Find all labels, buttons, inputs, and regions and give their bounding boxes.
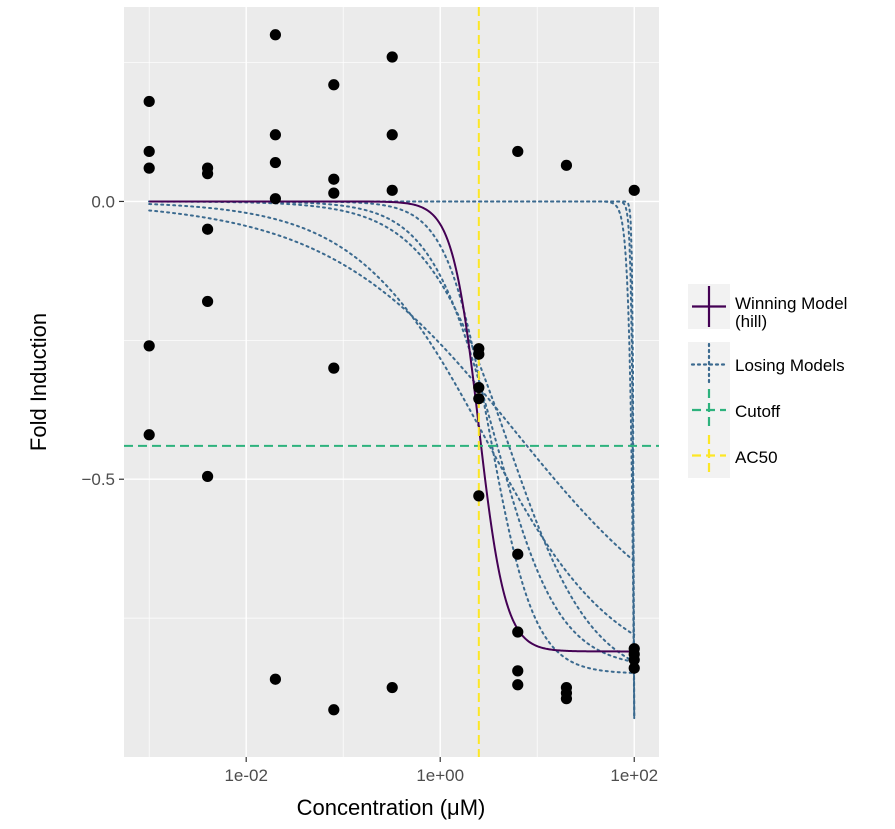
data-point bbox=[473, 381, 485, 394]
data-point bbox=[512, 665, 524, 677]
legend: Winning Model (hill) Losing Models Cutof… bbox=[688, 284, 847, 478]
data-point bbox=[512, 548, 524, 560]
data-point bbox=[328, 187, 340, 199]
data-point bbox=[269, 673, 281, 685]
data-point bbox=[560, 693, 573, 705]
data-point bbox=[386, 51, 398, 63]
legend-label-ac50: AC50 bbox=[735, 448, 778, 467]
data-point bbox=[269, 29, 281, 41]
data-point bbox=[328, 173, 340, 185]
data-point bbox=[143, 162, 155, 174]
x-tick-label: 1e+00 bbox=[416, 766, 464, 785]
legend-label-cutoff: Cutoff bbox=[735, 402, 780, 421]
data-point bbox=[269, 129, 281, 141]
y-axis: 0.0 −0.5 bbox=[81, 192, 124, 489]
winning-model-curve bbox=[149, 200, 635, 653]
data-point bbox=[328, 79, 340, 91]
data-point bbox=[628, 654, 640, 666]
data-points bbox=[143, 29, 640, 716]
data-point bbox=[269, 193, 281, 205]
data-point bbox=[143, 429, 155, 441]
legend-label-winning-sub: (hill) bbox=[735, 312, 767, 331]
y-tick-label: 0.0 bbox=[91, 192, 115, 211]
y-axis-title: Fold Induction bbox=[26, 313, 51, 451]
data-point bbox=[201, 295, 214, 308]
legend-label-losing: Losing Models bbox=[735, 356, 845, 375]
data-point bbox=[143, 145, 155, 158]
panel-background bbox=[124, 7, 659, 757]
data-point bbox=[512, 679, 524, 691]
data-point bbox=[560, 159, 573, 171]
data-point bbox=[201, 470, 214, 483]
reference-lines bbox=[124, 7, 659, 757]
data-point bbox=[473, 490, 485, 502]
data-point bbox=[143, 95, 155, 108]
x-axis-title: Concentration (μM) bbox=[297, 795, 486, 820]
data-point bbox=[328, 362, 340, 374]
y-tick-label: −0.5 bbox=[81, 470, 115, 489]
winning-model-curve-line bbox=[149, 200, 635, 653]
data-point bbox=[269, 156, 281, 169]
x-tick-label: 1e+02 bbox=[610, 766, 658, 785]
data-point bbox=[512, 626, 524, 638]
data-point bbox=[473, 393, 485, 405]
minor-grid bbox=[124, 7, 659, 757]
losing-model-curve bbox=[148, 203, 636, 636]
data-point bbox=[473, 348, 485, 360]
legend-label-winning: Winning Model bbox=[735, 294, 847, 313]
data-point bbox=[628, 662, 640, 674]
data-point bbox=[328, 704, 340, 716]
x-axis: 1e-02 1e+00 1e+02 bbox=[224, 757, 658, 785]
x-tick-label: 1e-02 bbox=[224, 766, 267, 785]
data-point bbox=[512, 145, 524, 158]
data-point bbox=[386, 681, 398, 694]
data-point bbox=[201, 168, 214, 180]
legend-keys bbox=[690, 286, 728, 476]
data-point bbox=[386, 129, 398, 141]
losing-model-curve bbox=[148, 209, 636, 563]
data-point bbox=[143, 340, 155, 352]
data-point bbox=[201, 223, 214, 235]
data-point bbox=[386, 184, 398, 196]
data-point bbox=[628, 184, 640, 196]
